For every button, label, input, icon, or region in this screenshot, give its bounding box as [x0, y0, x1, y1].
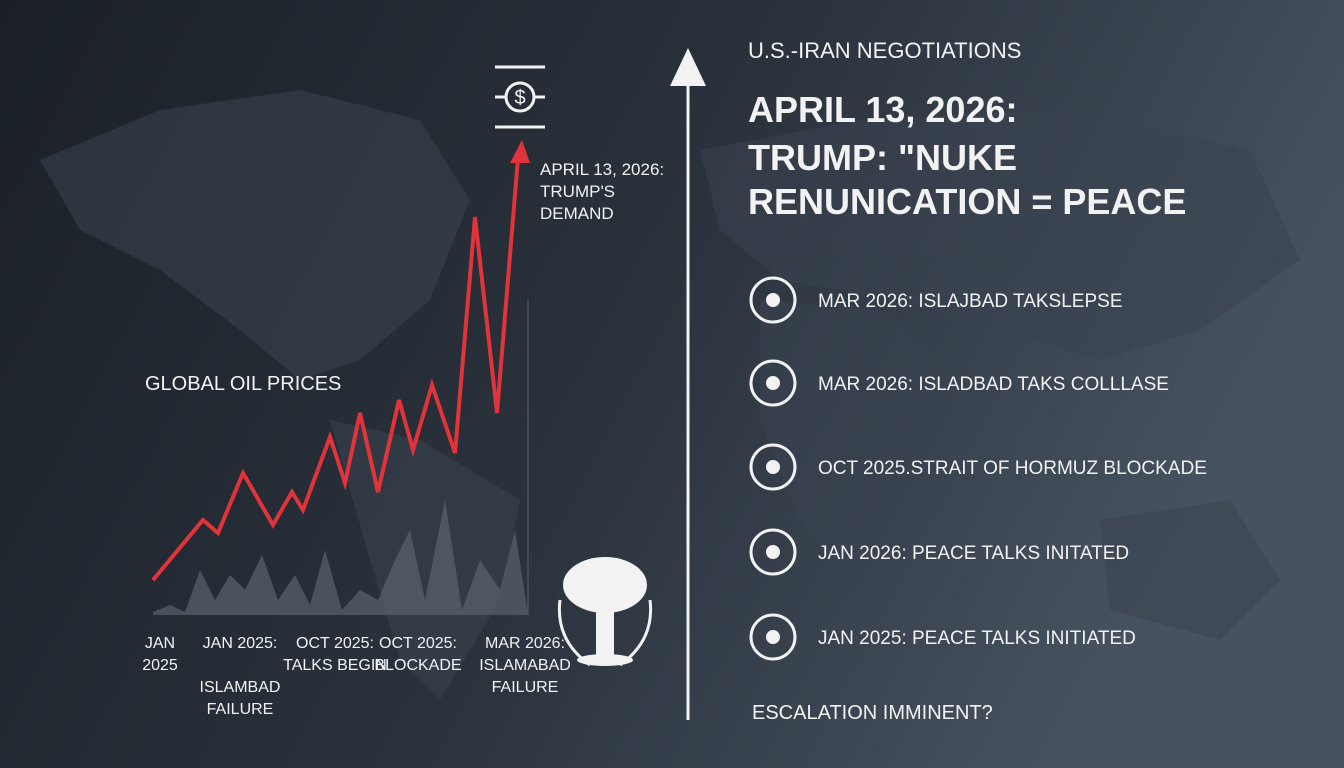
dollar-icon: $ [495, 65, 545, 129]
x-label: FAILURE [207, 701, 274, 718]
x-label: JAN 2025: [203, 635, 278, 652]
timeline-node [749, 528, 797, 576]
x-label: TALKS BEGIN [283, 657, 387, 674]
timeline-item: OCT 2025.STRAIT OF HORMUZ BLOCKADE [818, 458, 1207, 479]
oil-title: GLOBAL OIL PRICES [145, 373, 341, 395]
subtitle: U.S.-IRAN NEGOTIATIONS [748, 38, 1021, 63]
headline: APRIL 13, 2026: [748, 89, 1017, 130]
timeline-node [749, 613, 797, 661]
headline: RENUNICATION = PEACE [748, 181, 1186, 222]
timeline-arrowhead [670, 48, 706, 86]
timeline-item: JAN 2026: PEACE TALKS INITATED [818, 543, 1129, 564]
headline: TRUMP: "NUKE [748, 137, 1017, 178]
x-label: MAR 2026: [485, 635, 565, 652]
x-label: 2025 [142, 657, 178, 674]
svg-text:$: $ [514, 87, 525, 109]
timeline-dot [766, 630, 780, 644]
x-label: OCT 2025: [296, 635, 374, 652]
annotation: TRUMP'S [540, 182, 615, 201]
timeline-item: MAR 2026: ISLADBAD TAKS COLLLASE [818, 374, 1169, 395]
x-label: BLOCKADE [374, 657, 461, 674]
x-label: JAN [145, 635, 175, 652]
timeline-item: MAR 2026: ISLAJBAD TAKSLEPSE [818, 291, 1123, 312]
world-map [40, 90, 1300, 700]
timeline-node [749, 359, 797, 407]
oil-price-line [151, 157, 520, 582]
x-label: OCT 2025: [379, 635, 457, 652]
timeline-dot [766, 460, 780, 474]
x-label: FAILURE [492, 679, 559, 696]
x-label: ISLAMBAD [200, 679, 281, 696]
timeline-node [749, 443, 797, 491]
annotation: DEMAND [540, 204, 614, 223]
timeline-node [749, 276, 797, 324]
mushroom-cloud-icon [557, 557, 653, 667]
timeline-footer: ESCALATION IMMINENT? [752, 702, 993, 724]
timeline-dot [766, 545, 780, 559]
x-label: ISLAMABAD [479, 657, 571, 674]
timeline-dot [766, 376, 780, 390]
annotation: APRIL 13, 2026: [540, 160, 664, 179]
price-area [153, 500, 528, 615]
line-arrowhead [510, 140, 530, 163]
timeline-dot [766, 293, 780, 307]
timeline-item: JAN 2025: PEACE TALKS INITIATED [818, 628, 1136, 649]
